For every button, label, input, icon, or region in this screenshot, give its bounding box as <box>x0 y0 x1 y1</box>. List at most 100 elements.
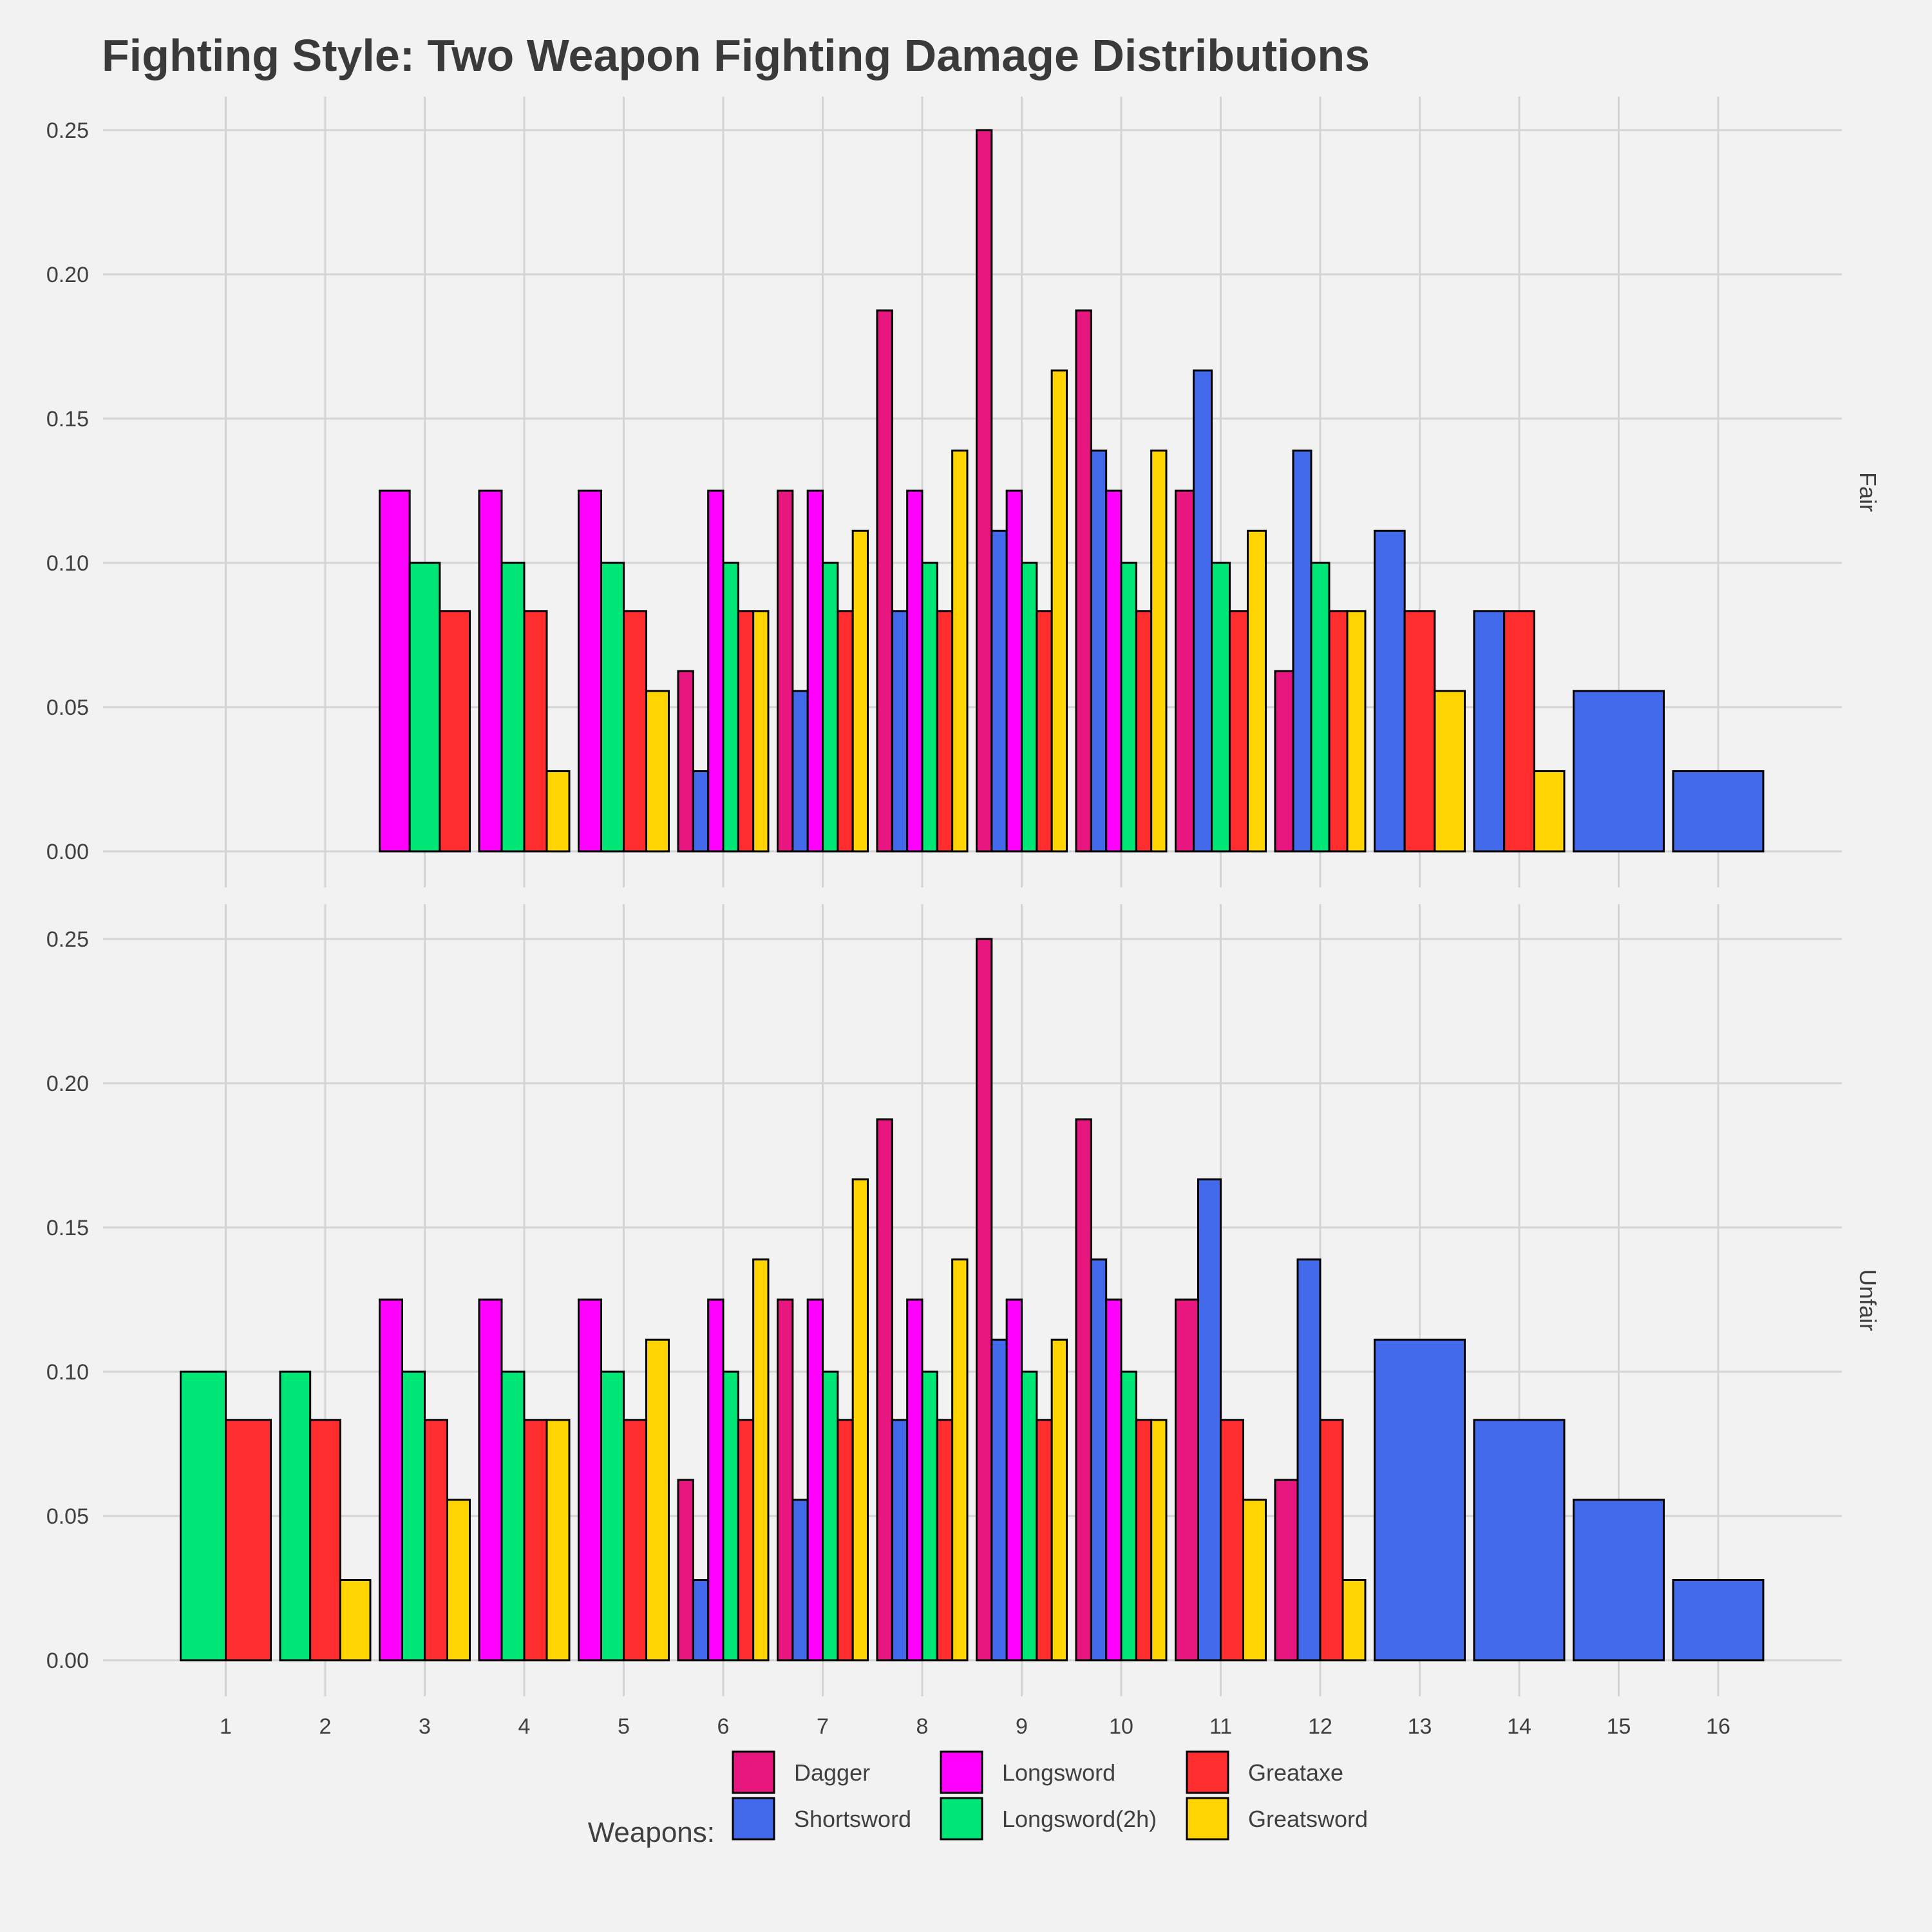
bar-shortsword <box>692 770 710 853</box>
legend-swatch <box>940 1797 983 1841</box>
legend-swatch <box>1186 1797 1229 1841</box>
chart-title: Fighting Style: Two Weapon Fighting Dama… <box>102 30 1370 80</box>
bar-dagger <box>777 489 794 853</box>
bar-longsword-2h <box>1021 562 1038 853</box>
x-tick-label: 6 <box>717 1714 730 1739</box>
bar-shortsword <box>1193 369 1213 853</box>
bar-longsword-2h <box>279 1370 312 1662</box>
bar-longsword-2h <box>722 562 739 853</box>
legend-item-longsword: Longsword <box>940 1750 1115 1794</box>
bar-longsword-2h <box>1310 562 1331 853</box>
y-axis-ticks: 0.00 0.05 0.10 0.15 0.20 0.25 <box>46 118 89 864</box>
y-tick-label: 0.15 <box>46 1216 89 1240</box>
facets: 0.00 0.05 0.10 0.15 0.20 0.25 Fair 0.00 0.05 0.10… <box>46 97 1881 1696</box>
bar-longsword <box>1105 489 1122 853</box>
legend-label: Dagger <box>794 1759 870 1786</box>
bar-greataxe <box>837 610 854 853</box>
bar-greataxe <box>225 1419 272 1662</box>
legend-swatch <box>1186 1750 1229 1794</box>
legend: Weapons: Dagger Shortsword Longsword Longsw… <box>588 1750 1368 1848</box>
bar-greatsword <box>645 690 670 853</box>
bar-longsword <box>806 1298 824 1662</box>
y-tick-label: 0.00 <box>46 840 89 864</box>
bar-greatsword <box>1341 1578 1367 1662</box>
bar-longsword-2h <box>401 1370 426 1662</box>
bar-dagger <box>777 1298 794 1662</box>
bar-dagger <box>976 129 993 853</box>
bar-dagger <box>677 1479 694 1662</box>
bar-longsword-2h <box>408 562 441 853</box>
y-tick-label: 0.05 <box>46 1504 89 1529</box>
bar-shortsword <box>1573 690 1665 853</box>
legend-title: Weapons: <box>588 1817 715 1848</box>
y-tick-label: 0.15 <box>46 407 89 431</box>
legend-label: Shortsword <box>794 1806 911 1832</box>
bar-longsword-2h <box>722 1370 739 1662</box>
bars <box>180 938 1765 1662</box>
bar-greataxe <box>1135 1419 1153 1662</box>
legend-label: Greataxe <box>1248 1759 1343 1786</box>
legend-label: Longsword <box>1002 1759 1115 1786</box>
bar-greataxe <box>1503 610 1535 853</box>
bar-shortsword <box>1090 450 1108 853</box>
bar-longsword-2h <box>1120 562 1137 853</box>
bar-greatsword <box>446 1499 471 1662</box>
bar-longsword-2h <box>1211 562 1231 853</box>
x-tick-label: 5 <box>618 1714 630 1739</box>
bar-greatsword <box>1247 529 1267 853</box>
x-tick-label: 11 <box>1209 1714 1232 1739</box>
bar-longsword-2h <box>600 562 625 853</box>
bar-longsword <box>578 1298 602 1662</box>
bar-longsword <box>707 489 724 853</box>
bar-shortsword <box>891 1419 909 1662</box>
bar-longsword-2h <box>1120 1370 1137 1662</box>
bar-greataxe <box>1229 610 1249 853</box>
bar-longsword <box>379 489 411 853</box>
bar-shortsword <box>1573 1499 1665 1662</box>
bar-longsword <box>707 1298 724 1662</box>
bar-greataxe <box>309 1419 341 1662</box>
bar-dagger <box>1175 1298 1199 1662</box>
bar-greatsword <box>752 610 770 853</box>
legend-swatch <box>732 1750 775 1794</box>
bar-greatsword <box>951 1258 969 1662</box>
x-tick-label: 8 <box>916 1714 929 1739</box>
bar-greatsword <box>545 770 571 853</box>
bar-shortsword <box>1090 1258 1108 1662</box>
bar-longsword <box>379 1298 403 1662</box>
bar-longsword-2h <box>500 562 526 853</box>
x-tick-label: 7 <box>817 1714 829 1739</box>
bar-greatsword <box>645 1338 670 1662</box>
bar-greatsword <box>1346 610 1367 853</box>
x-axis-ticks: 1 2 3 4 5 6 7 8 9 10 11 12 13 14 15 16 <box>220 1714 1730 1739</box>
bar-shortsword <box>1473 1419 1566 1662</box>
bar-shortsword <box>692 1578 710 1662</box>
y-tick-label: 0.20 <box>46 1072 89 1096</box>
bar-dagger <box>1274 670 1294 853</box>
facet-fair: 0.00 0.05 0.10 0.15 0.20 0.25 Fair <box>46 97 1881 887</box>
bar-greataxe <box>837 1419 854 1662</box>
x-tick-label: 4 <box>518 1714 531 1739</box>
bar-dagger <box>976 938 993 1662</box>
bar-shortsword <box>891 610 909 853</box>
legend-item-greataxe: Greataxe <box>1186 1750 1343 1794</box>
bar-greatsword <box>951 450 969 853</box>
bar-greatsword <box>752 1258 770 1662</box>
bar-greatsword <box>545 1419 571 1662</box>
legend-swatch <box>940 1750 983 1794</box>
bar-greataxe <box>1220 1419 1244 1662</box>
bar-longsword-2h <box>500 1370 526 1662</box>
bar-dagger <box>876 1118 893 1662</box>
bar-longsword <box>906 489 923 853</box>
bar-dagger <box>1175 489 1195 853</box>
y-tick-label: 0.25 <box>46 118 89 143</box>
bar-greatsword <box>1050 369 1068 853</box>
bar-shortsword <box>1473 610 1506 853</box>
y-tick-label: 0.10 <box>46 551 89 576</box>
bar-longsword <box>478 1298 503 1662</box>
bar-longsword-2h <box>921 562 938 853</box>
legend-label: Longsword(2h) <box>1002 1806 1157 1832</box>
legend-swatch <box>732 1797 775 1841</box>
bar-shortsword <box>990 1338 1008 1662</box>
bar-dagger <box>1075 309 1092 853</box>
